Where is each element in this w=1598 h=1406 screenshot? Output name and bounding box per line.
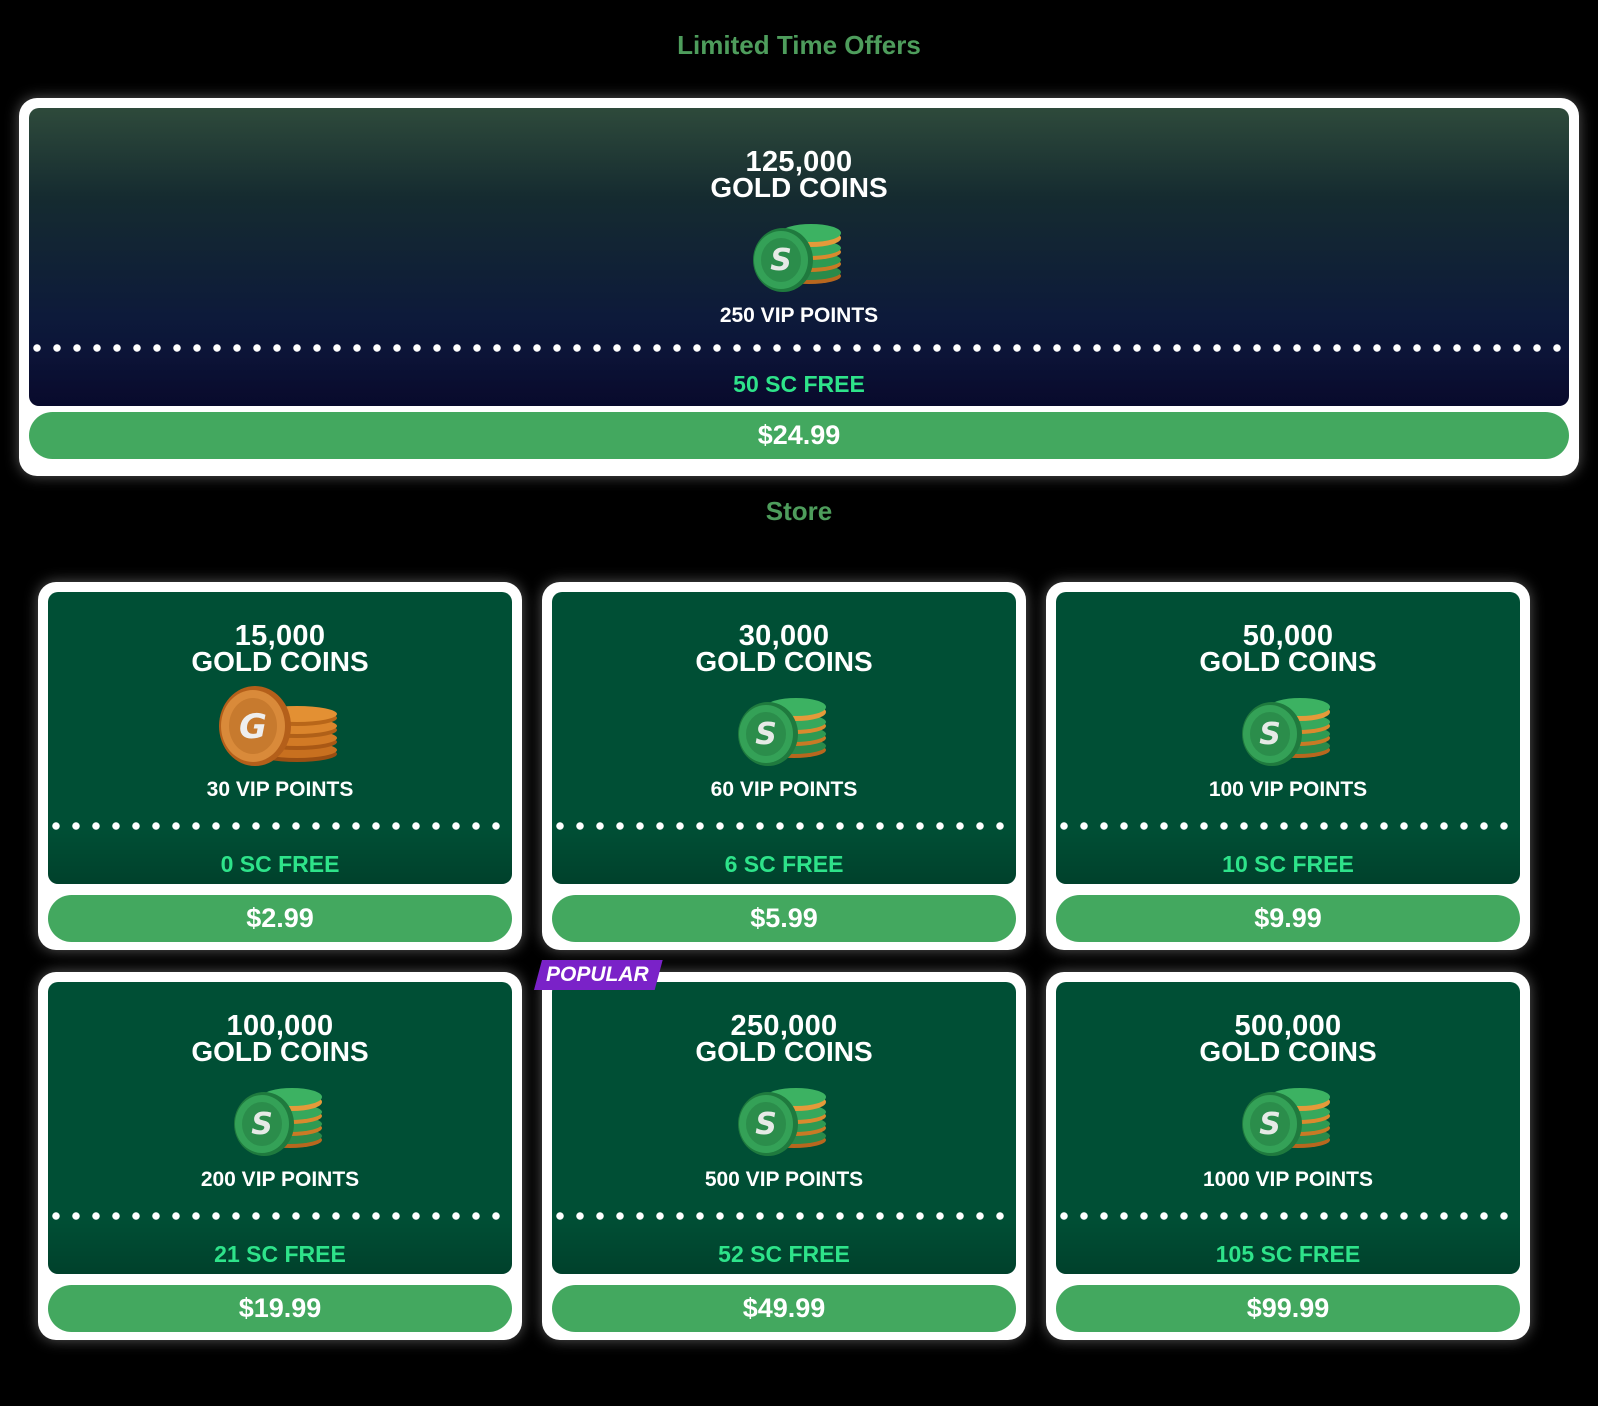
buy-button[interactable]: $9.99 (1056, 895, 1520, 942)
green-sweeps-coin-stack-icon: S (1236, 686, 1340, 770)
buy-button[interactable]: $99.99 (1056, 1285, 1520, 1332)
sc-free-label: 10 SC FREE (1222, 851, 1354, 877)
sc-free-label: 50 SC FREE (733, 371, 865, 397)
store-offer-card[interactable]: 30,000 GOLD COINS S 60 VIP POINTS 6 SC F… (542, 582, 1026, 950)
offer-unit: GOLD COINS (710, 172, 888, 203)
svg-text:G: G (239, 707, 267, 747)
dotted-divider (29, 343, 1569, 353)
store-offer-panel: 50,000 GOLD COINS S 100 VIP POINTS 10 SC… (1056, 592, 1520, 884)
sc-band (552, 828, 1016, 884)
store-offer-card[interactable]: POPULAR 250,000 GOLD COINS S 500 VIP POI… (542, 972, 1026, 1340)
featured-offer-card[interactable]: 125,000 GOLD COINS S 250 (19, 98, 1579, 476)
offer-unit: GOLD COINS (1199, 1036, 1377, 1067)
offer-amount: 30,000 (738, 620, 830, 652)
offer-amount: 500,000 (1234, 1010, 1342, 1042)
vip-points: 100 VIP POINTS (1208, 778, 1368, 801)
offer-amount: 250,000 (730, 1010, 838, 1042)
green-sweeps-coin-stack-icon: S (747, 212, 851, 296)
svg-text:S: S (755, 1107, 777, 1142)
store-offer-panel: 250,000 GOLD COINS S 500 VIP POINTS 52 S… (552, 982, 1016, 1274)
store-offer-card[interactable]: 500,000 GOLD COINS S 1000 VIP POINTS 105… (1046, 972, 1530, 1340)
offer-unit: GOLD COINS (191, 1036, 369, 1067)
sc-band (1056, 828, 1520, 884)
vip-points: 250 VIP POINTS (719, 304, 879, 327)
offer-amount: 50,000 (1242, 620, 1334, 652)
buy-button[interactable]: $5.99 (552, 895, 1016, 942)
buy-button-featured[interactable]: $24.99 (29, 412, 1569, 459)
sc-band (29, 350, 1569, 406)
svg-text:S: S (251, 1107, 273, 1142)
buy-button[interactable]: $49.99 (552, 1285, 1016, 1332)
green-sweeps-coin-stack-icon: S (228, 1076, 332, 1160)
offer-amount: 15,000 (234, 620, 326, 652)
buy-button[interactable]: $2.99 (48, 895, 512, 942)
sc-band (48, 828, 512, 884)
gold-coin-stack-icon: G (215, 684, 345, 768)
svg-text:S: S (1259, 717, 1281, 752)
sc-band (552, 1218, 1016, 1274)
store-offer-panel: 500,000 GOLD COINS S 1000 VIP POINTS 105… (1056, 982, 1520, 1274)
svg-text:S: S (755, 717, 777, 752)
store-offer-panel: 100,000 GOLD COINS S 200 VIP POINTS 21 S… (48, 982, 512, 1274)
svg-text:S: S (1259, 1107, 1281, 1142)
sc-band (1056, 1218, 1520, 1274)
offer-unit: GOLD COINS (191, 646, 369, 677)
green-sweeps-coin-stack-icon: S (732, 686, 836, 770)
sc-band (48, 1218, 512, 1274)
svg-text:S: S (770, 243, 792, 278)
store-title: Store (765, 496, 833, 526)
store-offer-card[interactable]: 50,000 GOLD COINS S 100 VIP POINTS 10 SC… (1046, 582, 1530, 950)
sc-free-label: 105 SC FREE (1215, 1241, 1361, 1267)
limited-offers-title: Limited Time Offers (677, 30, 921, 60)
dotted-divider (552, 1211, 1016, 1221)
green-sweeps-coin-stack-icon: S (732, 1076, 836, 1160)
offer-unit: GOLD COINS (695, 1036, 873, 1067)
store-offer-panel: 30,000 GOLD COINS S 60 VIP POINTS 6 SC F… (552, 592, 1016, 884)
offer-amount: 100,000 (226, 1010, 334, 1042)
dotted-divider (552, 821, 1016, 831)
dotted-divider (48, 821, 512, 831)
vip-points: 200 VIP POINTS (200, 1168, 360, 1191)
sc-free-label: 0 SC FREE (220, 851, 340, 877)
featured-offer-panel: 125,000 GOLD COINS S 250 (29, 108, 1569, 406)
store-offer-card[interactable]: 100,000 GOLD COINS S 200 VIP POINTS 21 S… (38, 972, 522, 1340)
sc-free-label: 6 SC FREE (724, 851, 844, 877)
vip-points: 1000 VIP POINTS (1202, 1168, 1374, 1191)
offer-unit: GOLD COINS (1199, 646, 1377, 677)
store-offer-card[interactable]: 15,000 GOLD COINS G 30 VIP POINTS 0 SC F… (38, 582, 522, 950)
popular-badge: POPULAR (534, 960, 663, 990)
store-offer-panel: 15,000 GOLD COINS G 30 VIP POINTS 0 SC F… (48, 592, 512, 884)
dotted-divider (48, 1211, 512, 1221)
sc-free-label: 52 SC FREE (718, 1241, 850, 1267)
dotted-divider (1056, 821, 1520, 831)
vip-points: 60 VIP POINTS (710, 778, 858, 801)
buy-button[interactable]: $19.99 (48, 1285, 512, 1332)
sc-free-label: 21 SC FREE (214, 1241, 346, 1267)
dotted-divider (1056, 1211, 1520, 1221)
green-sweeps-coin-stack-icon: S (1236, 1076, 1340, 1160)
offer-unit: GOLD COINS (695, 646, 873, 677)
vip-points: 30 VIP POINTS (206, 778, 354, 801)
vip-points: 500 VIP POINTS (704, 1168, 864, 1191)
offer-amount: 125,000 (745, 146, 853, 178)
